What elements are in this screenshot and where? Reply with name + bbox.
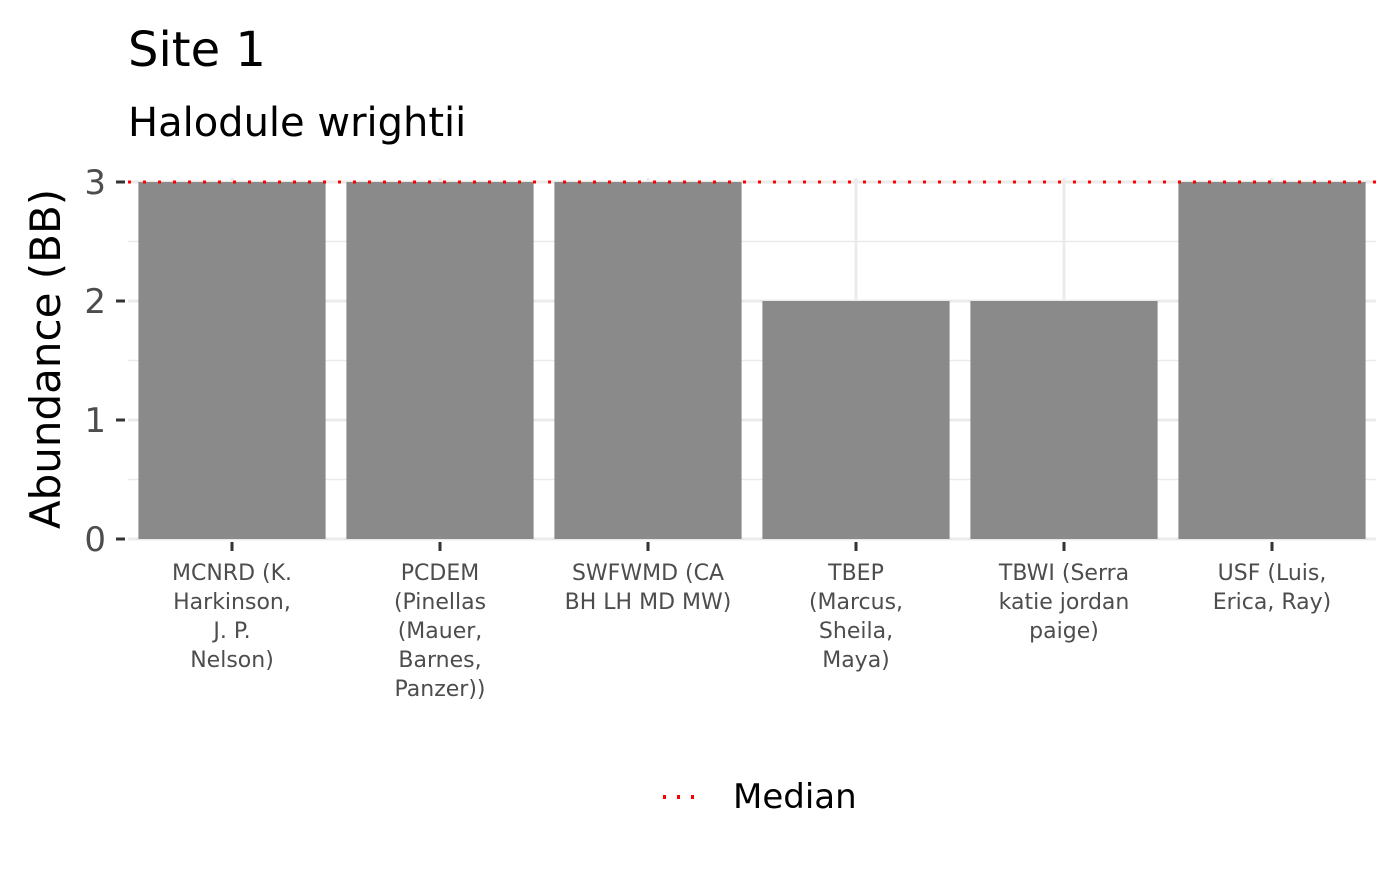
x-tick-label: PCDEM (Pinellas (Mauer, Barnes, Panzer)): [394, 561, 486, 702]
x-tick-label: TBEP (Marcus, Sheila, Maya): [809, 561, 903, 673]
bar: [138, 182, 326, 539]
y-tick-label: 1: [84, 401, 106, 441]
bars-layer: [138, 182, 1366, 539]
chart-subtitle: Halodule wrightii: [128, 100, 466, 146]
bar: [1178, 182, 1366, 539]
bar: [970, 301, 1158, 539]
bar: [346, 182, 534, 539]
legend-median-label: Median: [733, 777, 857, 817]
legend: Median: [663, 777, 857, 817]
x-tick-label: MCNRD (K. Harkinson, J. P. Nelson): [172, 561, 292, 673]
bar: [554, 182, 742, 539]
x-tick-label: USF (Luis, Erica, Ray): [1213, 561, 1332, 615]
y-axis-label: Abundance (BB): [21, 189, 70, 529]
y-tick-label: 3: [84, 163, 106, 203]
x-tick-label: SWFWMD (CA BH LH MD MW): [565, 561, 732, 615]
axis-layer: 0 1 2 3 MCNRD (K. Harkinson, J. P. Nelson) PCDEM…: [84, 163, 1331, 702]
chart-title: Site 1: [128, 22, 266, 78]
x-tick-label: TBWI (Serra katie jordan paige): [998, 561, 1129, 644]
y-tick-label: 0: [84, 520, 106, 560]
y-tick-label: 2: [84, 282, 106, 322]
bar: [762, 301, 950, 539]
